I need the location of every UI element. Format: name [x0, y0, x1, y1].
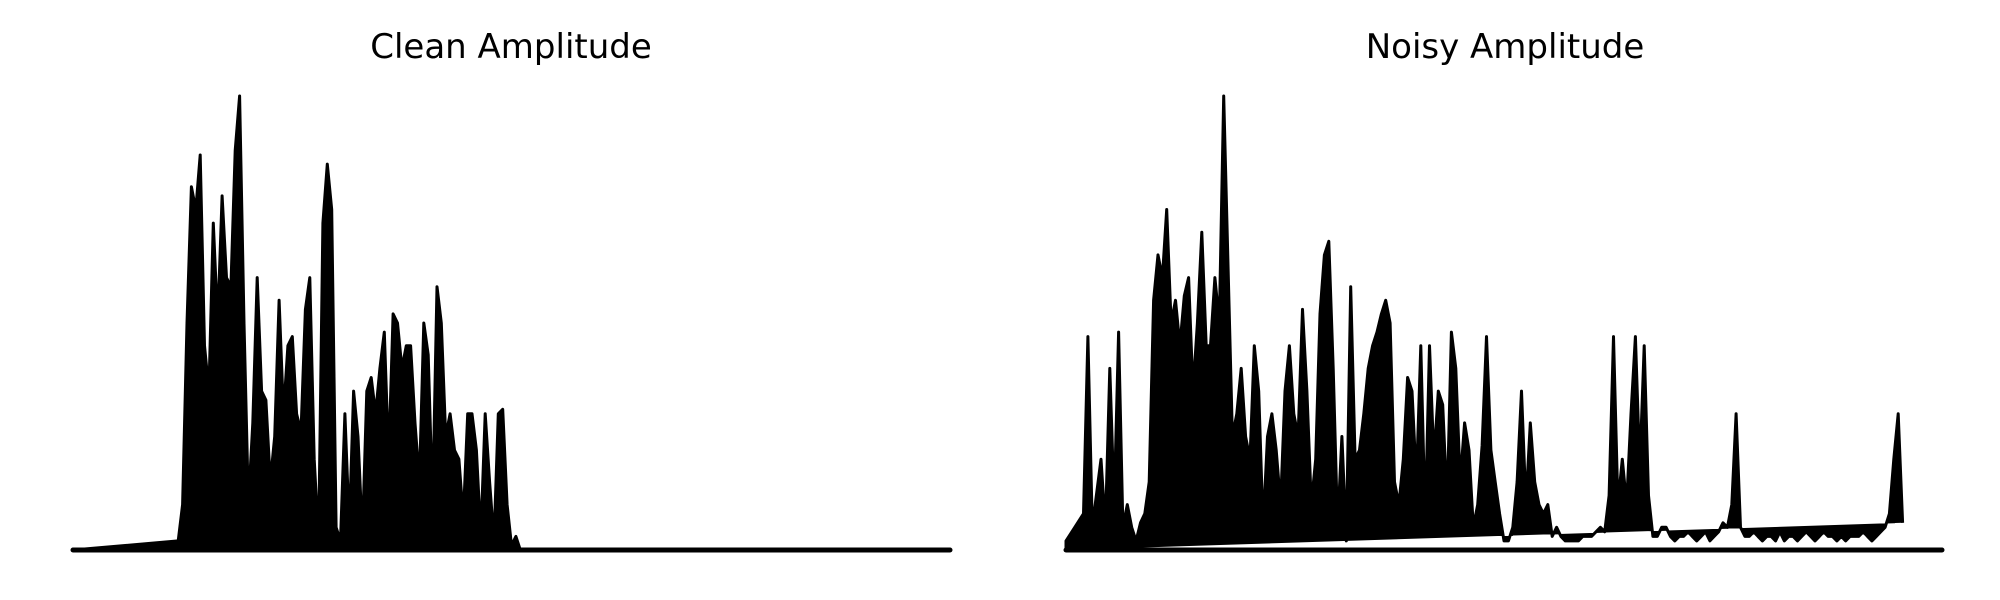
clean-amplitude-title: Clean Amplitude	[370, 27, 652, 67]
noisy-amplitude-area	[1064, 94, 1905, 550]
noisy-amplitude-panel: Noisy Amplitude	[1063, 27, 1945, 553]
clean-amplitude-plot	[70, 94, 953, 553]
clean-amplitude-panel: Clean Amplitude	[70, 27, 953, 553]
noisy-amplitude-plot	[1063, 94, 1945, 553]
noisy-amplitude-title: Noisy Amplitude	[1366, 27, 1645, 67]
clean-amplitude-area	[71, 94, 952, 552]
